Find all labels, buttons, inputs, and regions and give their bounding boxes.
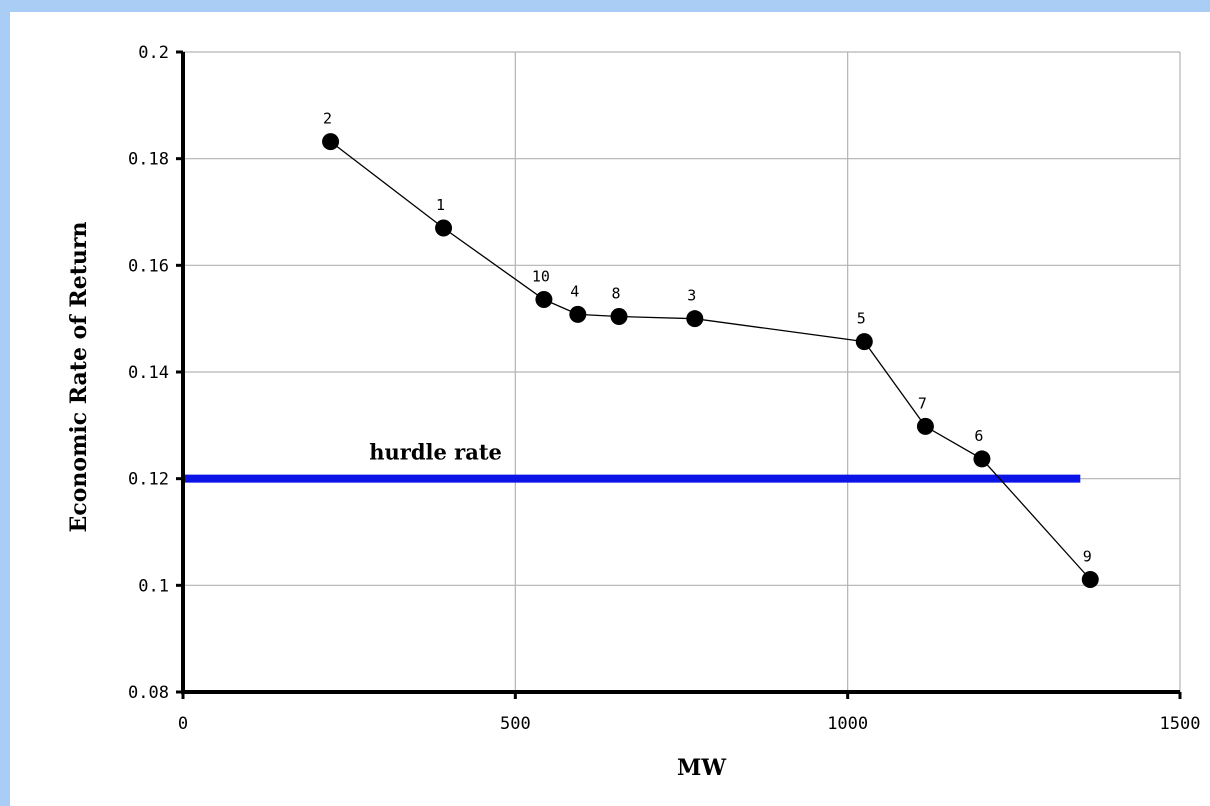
data-point-label: 8 xyxy=(612,285,621,303)
grid-lines xyxy=(183,51,1181,692)
data-series: 2 1 10 4 8 3 5 7 6 9 xyxy=(322,110,1099,588)
x-tick-label: 1500 xyxy=(1160,714,1201,734)
series-line xyxy=(330,141,1091,580)
data-point xyxy=(855,333,873,351)
tick-labels: 0 500 1000 1500 0.2 0.18 0.16 0.14 0.12 0.1 0.08 xyxy=(128,43,1200,734)
axes xyxy=(176,50,1182,699)
data-point-label: 2 xyxy=(323,110,332,128)
y-tick-label: 0.1 xyxy=(138,576,169,596)
data-point xyxy=(610,308,628,326)
data-point-label: 3 xyxy=(687,287,696,305)
y-tick-label: 0.12 xyxy=(128,470,169,490)
x-tick-label: 500 xyxy=(500,714,531,734)
chart-frame: hurdle rate 0 500 1000 1500 0.2 0.18 0.16 0.14 0… xyxy=(10,12,1210,806)
data-point xyxy=(535,290,553,308)
hurdle-rate-label: hurdle rate xyxy=(369,440,502,465)
data-point xyxy=(435,219,453,237)
x-tick-label: 1000 xyxy=(827,714,868,734)
data-point-label: 10 xyxy=(532,267,550,285)
data-point xyxy=(973,450,991,468)
y-tick-label: 0.2 xyxy=(138,43,169,63)
data-point-label: 6 xyxy=(974,427,983,445)
chart: hurdle rate 0 500 1000 15000.20.180.160.140… xyxy=(66,43,1200,781)
data-point xyxy=(686,310,704,328)
x-axis-title: MW xyxy=(677,755,726,781)
data-point-label: 7 xyxy=(918,394,927,412)
data-point-label: 9 xyxy=(1083,547,1092,565)
hurdle-rate-line-group: hurdle rate xyxy=(183,440,1081,483)
x-tick-label: 0 xyxy=(178,714,188,734)
y-axis-title: Economic Rate of Return xyxy=(66,222,92,533)
y-tick-label: 0.14 xyxy=(128,363,169,383)
data-point xyxy=(1081,570,1099,588)
data-point xyxy=(569,305,587,323)
y-tick-label: 0.16 xyxy=(128,256,169,276)
data-point-label: 5 xyxy=(857,310,866,328)
y-tick-label: 0.18 xyxy=(128,150,169,170)
data-point xyxy=(322,133,340,151)
y-tick-label: 0.08 xyxy=(128,683,169,703)
data-point xyxy=(916,417,934,435)
data-point-label: 4 xyxy=(570,282,579,300)
axis-titles: MW Economic Rate of Return xyxy=(66,222,726,781)
data-point-label: 1 xyxy=(436,196,445,214)
